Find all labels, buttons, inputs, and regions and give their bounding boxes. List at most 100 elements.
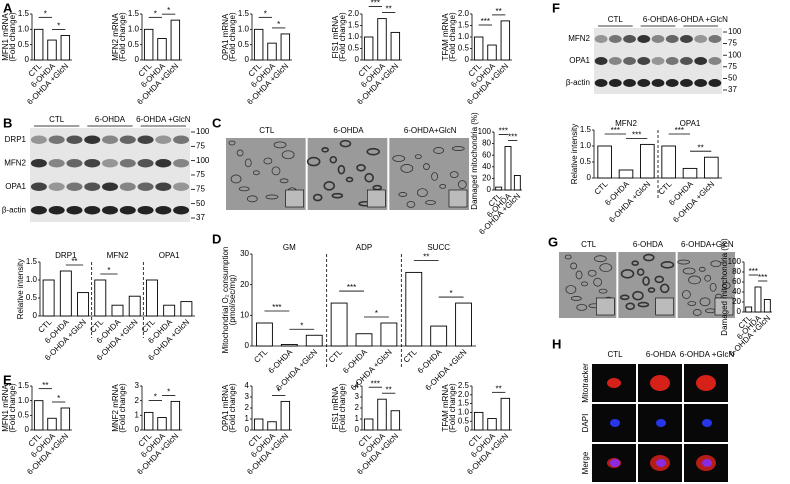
micrograph-texture [306, 156, 321, 167]
blot-band [119, 159, 136, 168]
y-tick-label: 0 [135, 425, 140, 434]
y-tick-label: 80 [732, 267, 741, 276]
y-axis-label: OPA1 mRNA [221, 13, 230, 60]
y-tick-label: 0.5 [348, 44, 360, 53]
y-tick-label: 40 [732, 287, 741, 296]
significance-label: ** [386, 5, 392, 14]
bar [47, 417, 57, 431]
y-tick-label: 2.0 [348, 9, 360, 18]
bar [280, 400, 291, 431]
bar [267, 421, 277, 431]
inset [285, 189, 304, 208]
marker-label: 50 [196, 199, 205, 208]
micrograph-texture [593, 277, 603, 287]
y-tick-label: 1.0 [458, 32, 470, 41]
micrograph-texture [688, 275, 701, 285]
y-tick-label: 1.0 [580, 141, 592, 150]
y-tick-label: 10 [240, 310, 249, 319]
bar [170, 400, 181, 431]
blot-band [48, 206, 65, 215]
panel-label: C [212, 115, 222, 130]
micrograph-label: 6-OHDA [633, 240, 664, 249]
y-tick-label: 60 [732, 277, 741, 286]
micrograph-texture [425, 200, 436, 205]
blot-band [66, 159, 83, 168]
significance-label: ** [496, 7, 502, 16]
bar [143, 28, 154, 61]
y-tick-label: 2 [245, 403, 250, 412]
y-axis-label: MFN1 mRNA [1, 13, 10, 61]
y-tick-label: 2.0 [458, 390, 470, 399]
dapi-signal [610, 419, 620, 427]
fluor-row-label: Merge [581, 451, 590, 474]
y-axis-label: (Fold change) [338, 383, 347, 433]
blot-band [608, 35, 622, 43]
group-label: SUCC [427, 243, 450, 252]
significance-label: * [375, 309, 378, 318]
blot-band [155, 206, 172, 215]
micrograph-texture [619, 294, 630, 301]
bar [256, 322, 273, 347]
y-tick-label: 1.5 [238, 9, 250, 18]
bar [405, 271, 423, 347]
significance-label: ** [698, 143, 704, 152]
blot-band [173, 182, 190, 191]
fluor-column-label: 6-OHDA +GlcN [680, 350, 735, 359]
dapi-signal [656, 419, 666, 427]
bar [682, 167, 698, 179]
blot-band [173, 135, 190, 144]
blot-row-label: β-actin [566, 78, 590, 87]
significance-label: * [300, 321, 303, 330]
micrograph-texture [565, 285, 577, 294]
y-tick-label: 0 [245, 341, 250, 350]
blot-band [137, 206, 154, 215]
y-tick-label: 1.0 [18, 24, 30, 33]
micrograph-texture [356, 164, 366, 172]
blot-band [173, 206, 190, 215]
y-tick-label: 1 [355, 414, 360, 423]
x-tick-label: CTL [657, 179, 674, 196]
blot-band [665, 79, 679, 87]
blot-row-label: OPA1 [569, 56, 590, 65]
bar [253, 418, 264, 431]
blot-band [155, 182, 172, 191]
micrograph-texture [654, 275, 665, 284]
y-tick-label: 30 [240, 249, 249, 258]
y-tick-label: 0.5 [458, 416, 470, 425]
y-tick-label: 0 [33, 311, 38, 320]
marker-label: 100 [728, 50, 742, 59]
micrograph-texture [599, 263, 613, 273]
bar [253, 28, 264, 61]
micrograph-texture [238, 186, 250, 192]
blot-band [155, 159, 172, 168]
inset [596, 297, 615, 316]
bar [500, 20, 511, 61]
bar [473, 36, 484, 61]
dapi-signal [702, 419, 712, 427]
bar [128, 295, 141, 317]
marker-label: 75 [728, 62, 737, 71]
micrograph-texture [230, 174, 242, 184]
marker-label: 100 [728, 27, 742, 36]
y-tick-label: 1.5 [18, 381, 30, 390]
blot-band [651, 57, 665, 65]
micrograph-texture [400, 164, 414, 173]
y-axis-label: (Fold change) [8, 383, 17, 433]
micrograph-texture [643, 253, 655, 262]
y-tick-label: 1.0 [18, 396, 30, 405]
marker-label: 75 [728, 39, 737, 48]
significance-label: * [167, 388, 170, 397]
bar [487, 44, 497, 61]
blot-band [155, 135, 172, 144]
inset [448, 189, 468, 208]
y-tick-label: 2.5 [458, 381, 470, 390]
micrograph-texture [312, 193, 323, 202]
y-axis-label: (pmol/sec/mg) [228, 274, 237, 325]
y-axis-label: Damaged mitochondria (%) [720, 238, 729, 336]
micrograph-texture [265, 194, 279, 200]
y-tick-label: 1 [245, 414, 250, 423]
micrograph-texture [246, 195, 258, 203]
y-tick-label: 80 [482, 139, 491, 148]
fluor-column-label: 6-OHDA [646, 350, 677, 359]
blot-band [680, 79, 693, 87]
